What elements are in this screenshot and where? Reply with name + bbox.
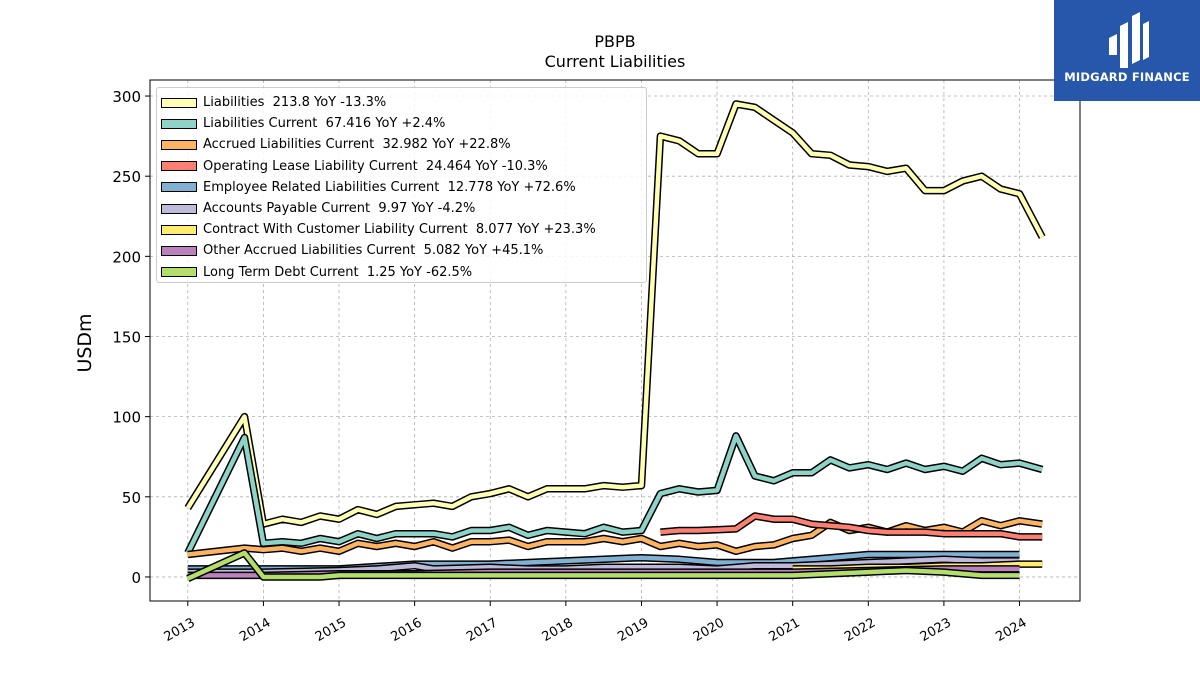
series-line-3 [187,518,1043,557]
legend-label: Liabilities 213.8 YoY -13.3% [203,95,387,111]
legend-label: Contract With Customer Liability Current… [203,222,596,238]
legend-swatch [161,139,197,150]
legend-label: Accrued Liabilities Current 32.982 YoY +… [203,137,511,153]
series-line-1 [185,101,1045,527]
legend-item: Employee Related Liabilities Current 12.… [161,177,646,198]
legend-swatch [161,182,197,193]
legend-label: Accounts Payable Current 9.97 YoY -4.2% [203,201,476,217]
x-tick-label: 2015 [313,615,349,645]
x-tick-label: 2020 [691,615,727,645]
legend-item: Accounts Payable Current 9.97 YoY -4.2% [161,198,646,219]
legend-label: Other Accrued Liabilities Current 5.082 … [203,243,544,259]
x-tick-label: 2023 [918,615,954,645]
x-tick-label: 2014 [237,615,273,645]
x-tick-label: 2024 [993,615,1029,645]
y-tick-label: 250 [112,168,141,186]
legend-swatch [161,161,197,172]
x-tick-label: 2019 [615,615,651,645]
legend-label: Employee Related Liabilities Current 12.… [203,179,576,195]
legend-item: Liabilities 213.8 YoY -13.3% [161,92,646,113]
y-tick-label: 100 [112,409,141,427]
legend-label: Liabilities Current 67.416 YoY +2.4% [203,116,446,132]
legend-swatch [161,97,197,108]
legend: Liabilities 213.8 YoY -13.3% Liabilities … [156,87,647,283]
series-line-9 [186,550,1020,581]
legend-item: Liabilities Current 67.416 YoY +2.4% [161,113,646,134]
legend-item: Long Term Debt Current 1.25 YoY -62.5% [161,262,646,283]
series-line-6 [187,557,1020,575]
chart-subtitle: Current Liabilities [544,52,686,71]
legend-item: Accrued Liabilities Current 32.982 YoY +… [161,134,646,155]
legend-swatch [161,245,197,256]
legend-swatch [161,203,197,214]
series-lines [184,100,1046,583]
y-tick-label: 0 [131,569,141,587]
legend-swatch [161,224,197,235]
legend-item: Other Accrued Liabilities Current 5.082 … [161,240,646,261]
y-axis-label: USDm [74,313,96,372]
x-tick-label: 2022 [842,615,878,645]
y-tick-label: 50 [122,489,141,507]
legend-swatch [161,118,197,129]
y-tick-label: 150 [112,328,141,346]
series-line-2 [185,433,1043,554]
chart-title: PBPB [594,32,636,51]
legend-swatch [161,267,197,278]
legend-label: Operating Lease Liability Current 24.464… [203,158,548,174]
legend-label: Long Term Debt Current 1.25 YoY -62.5% [203,264,473,280]
legend-item: Contract With Customer Liability Current… [161,219,646,240]
plot-frame [149,79,1081,602]
x-tick-label: 2017 [464,615,500,645]
x-tick-label: 2021 [767,615,803,645]
series-line-4 [660,513,1043,540]
brand-logo: MIDGARD FINANCE [1054,0,1200,101]
x-tick-label: 2018 [540,615,576,645]
y-tick-label: 300 [112,88,141,106]
logo-mark-icon [1109,12,1149,68]
x-tick-label: 2016 [388,615,424,645]
y-tick-label: 200 [112,248,141,266]
legend-item: Operating Lease Liability Current 24.464… [161,156,646,177]
logo-text: MIDGARD FINANCE [1064,70,1190,84]
x-tick-label: 2013 [162,615,198,645]
